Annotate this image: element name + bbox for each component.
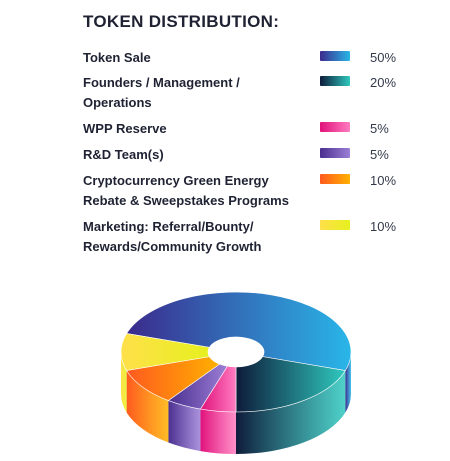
legend-swatch (320, 220, 350, 230)
legend-value: 10% (370, 219, 397, 234)
legend-label: R&D Team(s) (83, 147, 164, 162)
legend-value: 20% (370, 75, 397, 90)
slice-token-sale-side (345, 353, 351, 413)
legend-swatch (320, 122, 350, 132)
legend-value: 5% (370, 121, 389, 136)
chart-title: TOKEN DISTRIBUTION: (83, 12, 280, 31)
slice-wpp-reserve-side (200, 409, 236, 454)
donut-hole (208, 337, 264, 367)
legend-swatch (320, 148, 350, 158)
legend-label: Marketing: Referral/Bounty/Rewards/Commu… (83, 219, 262, 254)
legend-swatch (320, 174, 350, 184)
legend-value: 10% (370, 173, 397, 188)
legend-value: 5% (370, 147, 389, 162)
legend-swatch (320, 51, 350, 61)
slice-marketing-side (121, 352, 127, 413)
slice-founders-side (236, 370, 346, 454)
legend-label: Cryptocurrency Green Energy Rebate & Swee… (83, 173, 289, 208)
slice-rd-team-side (168, 400, 201, 452)
legend-label: Founders / Management / Operations (83, 75, 240, 110)
legend-swatch (320, 76, 350, 86)
slice-green-energy-side (126, 370, 169, 443)
legend-value: 50% (370, 50, 397, 65)
legend-label: Token Sale (83, 50, 151, 65)
legend-label: WPP Reserve (83, 121, 167, 136)
pie-tops (120, 291, 352, 413)
